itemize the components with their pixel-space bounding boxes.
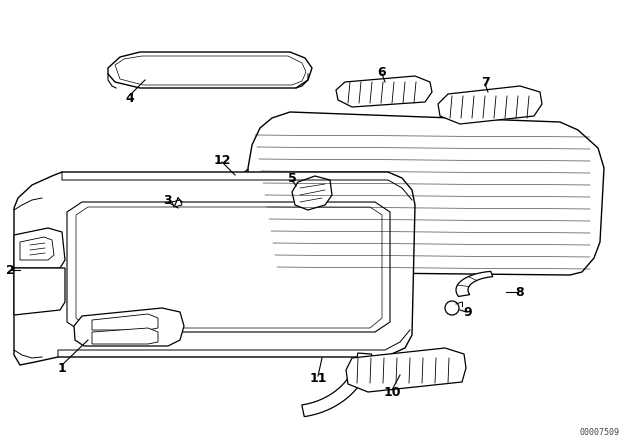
Polygon shape — [14, 172, 415, 365]
Polygon shape — [20, 237, 54, 260]
Text: 3: 3 — [164, 194, 172, 207]
Polygon shape — [14, 268, 65, 315]
Polygon shape — [336, 76, 432, 107]
Polygon shape — [76, 207, 382, 328]
Text: 6: 6 — [378, 65, 387, 78]
Polygon shape — [14, 228, 65, 268]
Text: 11: 11 — [309, 371, 327, 384]
Text: 00007509: 00007509 — [580, 427, 620, 436]
Text: 1: 1 — [58, 362, 67, 375]
Polygon shape — [92, 314, 158, 330]
Circle shape — [445, 301, 459, 315]
Polygon shape — [115, 56, 306, 85]
Text: 2: 2 — [6, 263, 14, 276]
Polygon shape — [292, 176, 332, 210]
Polygon shape — [172, 200, 182, 207]
Text: 7: 7 — [481, 76, 490, 89]
Polygon shape — [248, 112, 604, 275]
Polygon shape — [438, 86, 542, 124]
Text: 4: 4 — [125, 91, 134, 104]
Polygon shape — [74, 308, 184, 346]
Polygon shape — [346, 348, 466, 392]
Polygon shape — [456, 271, 493, 297]
Text: 5: 5 — [287, 172, 296, 185]
Polygon shape — [108, 52, 312, 88]
Text: 12: 12 — [213, 154, 231, 167]
Polygon shape — [67, 202, 390, 332]
Polygon shape — [302, 353, 372, 417]
Polygon shape — [92, 328, 158, 344]
Text: 10: 10 — [383, 385, 401, 399]
Text: 8: 8 — [516, 285, 524, 298]
Text: 9: 9 — [464, 306, 472, 319]
